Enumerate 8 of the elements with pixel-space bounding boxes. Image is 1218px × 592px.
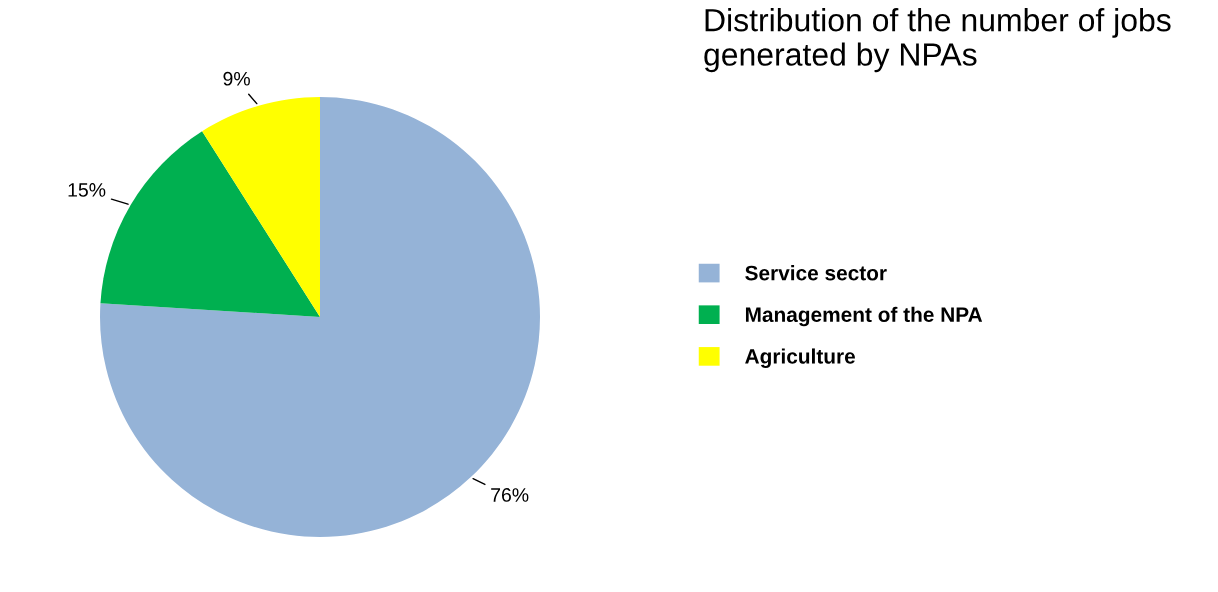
data-label: 15% [68, 183, 106, 197]
chart-title: Distribution of the number of jobs generated by NPAs [704, 8, 1171, 73]
legend-label: Agriculture [745, 348, 855, 368]
data-label: 9% [223, 71, 250, 86]
data-label: 76% [491, 488, 529, 502]
pie-slice [202, 97, 320, 317]
legend-label: Management of the NPA [745, 306, 983, 327]
legend-label: Service sector [745, 265, 887, 281]
